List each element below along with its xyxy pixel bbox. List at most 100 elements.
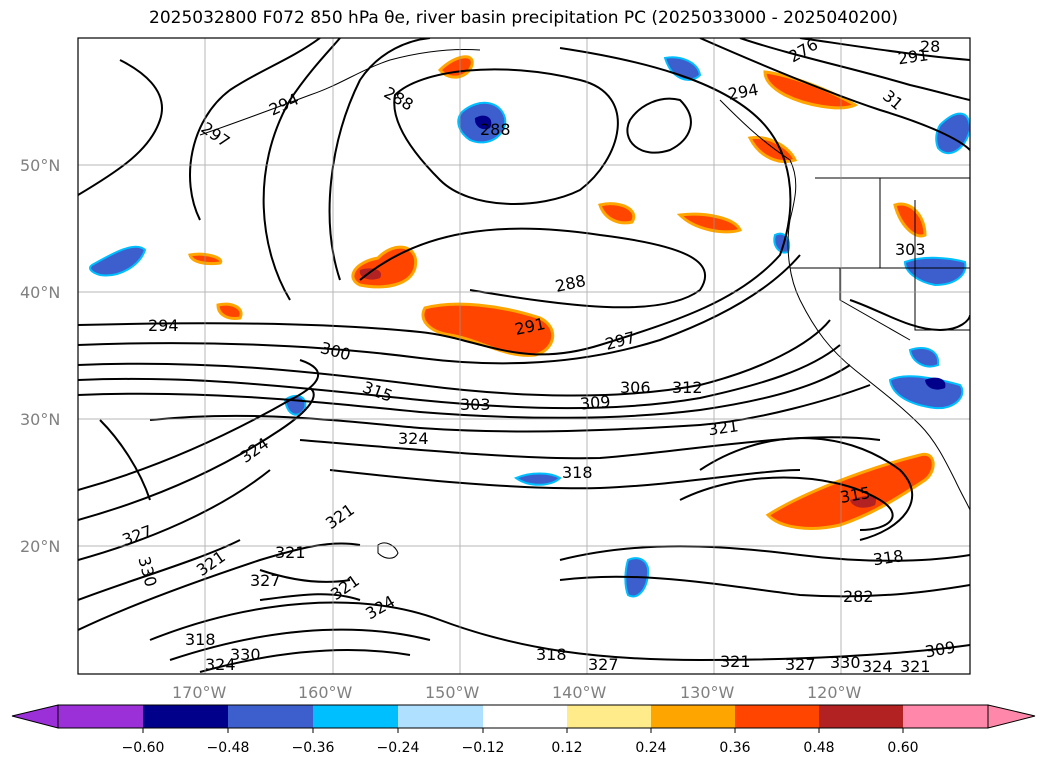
colorbar-segment bbox=[58, 705, 143, 728]
map-panel: 294 297 288 288 288 291 294 297 300 303 … bbox=[78, 37, 970, 676]
colorbar-extend-high bbox=[987, 704, 1036, 729]
precip-pc-fill bbox=[89, 55, 970, 598]
contour-label: 306 bbox=[620, 378, 651, 397]
precip-positive-area bbox=[437, 55, 474, 79]
precip-strong-negative-area bbox=[925, 377, 946, 390]
contour-label: 324 bbox=[205, 655, 236, 674]
lon-axis-labels: 170°W 160°W 150°W 140°W 130°W 120°W bbox=[172, 683, 862, 702]
lat-label: 20°N bbox=[20, 537, 60, 556]
contour-line bbox=[359, 227, 707, 309]
contour-label: 321 bbox=[707, 416, 740, 439]
contour-label: 321 bbox=[900, 657, 931, 676]
contour-line bbox=[78, 254, 801, 365]
graticule bbox=[78, 38, 970, 674]
lon-label: 140°W bbox=[552, 683, 607, 702]
contour-line bbox=[739, 38, 970, 101]
contour-line bbox=[259, 593, 361, 601]
contour-label: 288 bbox=[480, 120, 511, 139]
contour-line bbox=[262, 38, 341, 301]
contour-label: 327 bbox=[588, 655, 619, 674]
colorbar-segment bbox=[143, 705, 228, 728]
colorbar-tick-label: −0.12 bbox=[462, 740, 505, 756]
contour-label: 321 bbox=[275, 543, 306, 562]
contour-label: 318 bbox=[536, 645, 567, 664]
contour-label: 327 bbox=[785, 655, 816, 674]
contour-line bbox=[78, 387, 315, 521]
colorbar: −0.60 −0.48 −0.36 −0.24 −0.12 0.12 0.24 … bbox=[11, 704, 1036, 756]
contour-line bbox=[169, 628, 431, 661]
contour-line bbox=[329, 469, 801, 490]
precip-negative-area bbox=[513, 472, 562, 486]
lat-label: 40°N bbox=[20, 283, 60, 302]
colorbar-segment bbox=[819, 705, 903, 728]
colorbar-tick-label: 0.48 bbox=[803, 740, 834, 756]
colorbar-extend-low bbox=[11, 704, 59, 729]
lon-label: 170°W bbox=[172, 683, 227, 702]
state-border bbox=[914, 200, 970, 331]
lat-label: 50°N bbox=[20, 156, 60, 175]
contour-label: 324 bbox=[398, 429, 429, 448]
colorbar-tick-label: 0.12 bbox=[551, 740, 582, 756]
colorbar-tick-label: 0.36 bbox=[719, 740, 750, 756]
state-border bbox=[839, 268, 911, 341]
contour-line bbox=[78, 319, 831, 397]
contour-line bbox=[189, 38, 321, 221]
colorbar-segment bbox=[567, 705, 651, 728]
contour-line bbox=[78, 539, 241, 601]
colorbar-segment bbox=[735, 705, 819, 728]
pacific-nw-coast bbox=[719, 99, 970, 511]
contour-line bbox=[328, 38, 431, 281]
precip-negative-area bbox=[903, 256, 967, 287]
precip-positive-area bbox=[676, 212, 743, 234]
contour-label: 318 bbox=[562, 463, 593, 482]
contour-label: 28 bbox=[920, 37, 940, 56]
lon-label: 160°W bbox=[298, 683, 353, 702]
contour-line bbox=[559, 545, 970, 562]
contour-label: 294 bbox=[148, 316, 179, 335]
contour-label: 309 bbox=[579, 392, 611, 414]
lon-label: 130°W bbox=[680, 683, 735, 702]
precip-strong-area bbox=[850, 495, 876, 508]
contour-line bbox=[78, 47, 792, 356]
alaska-coast bbox=[199, 49, 481, 136]
colorbar-segment bbox=[483, 705, 567, 728]
lon-label: 120°W bbox=[807, 683, 862, 702]
contour-label: 327 bbox=[250, 571, 281, 590]
contour-line bbox=[99, 419, 151, 501]
contour-label: 330 bbox=[230, 645, 261, 664]
precip-positive-area bbox=[765, 452, 935, 530]
precip-strong-negative-area bbox=[474, 115, 492, 130]
contour-label: 303 bbox=[460, 395, 491, 414]
contour-line bbox=[259, 569, 351, 583]
contour-line bbox=[78, 359, 320, 491]
hawaii-islands bbox=[377, 542, 399, 559]
colorbar-tick-label: −0.24 bbox=[377, 740, 420, 756]
precip-positive-area bbox=[598, 202, 636, 225]
colorbar-tick-label: 0.24 bbox=[635, 740, 666, 756]
precip-negative-area bbox=[908, 347, 940, 368]
contour-label: 318 bbox=[872, 546, 905, 569]
precip-positive-area bbox=[216, 302, 243, 320]
colorbar-tick-label: −0.60 bbox=[122, 740, 165, 756]
colorbar-ticks bbox=[142, 728, 904, 733]
contour-line bbox=[149, 384, 871, 433]
lon-label: 150°W bbox=[425, 683, 480, 702]
contour-label: 303 bbox=[895, 240, 926, 259]
contour-label: 318 bbox=[185, 630, 216, 649]
map-title: 2025032800 F072 850 hPa θe, river basin … bbox=[149, 8, 898, 28]
precip-negative-area bbox=[89, 245, 147, 277]
lat-label: 30°N bbox=[20, 410, 60, 429]
contour-line bbox=[679, 476, 894, 531]
colorbar-segment bbox=[903, 705, 988, 728]
contour-line bbox=[78, 59, 163, 196]
contour-line bbox=[699, 437, 914, 541]
contour-line bbox=[78, 469, 271, 561]
contour-label: 312 bbox=[672, 378, 703, 397]
contour-label: 282 bbox=[843, 587, 874, 606]
contour-label: 321 bbox=[720, 652, 751, 671]
contour-label: 324 bbox=[862, 657, 893, 676]
contour-line bbox=[78, 364, 851, 419]
contour-line bbox=[799, 38, 970, 61]
contour-line bbox=[78, 542, 361, 631]
